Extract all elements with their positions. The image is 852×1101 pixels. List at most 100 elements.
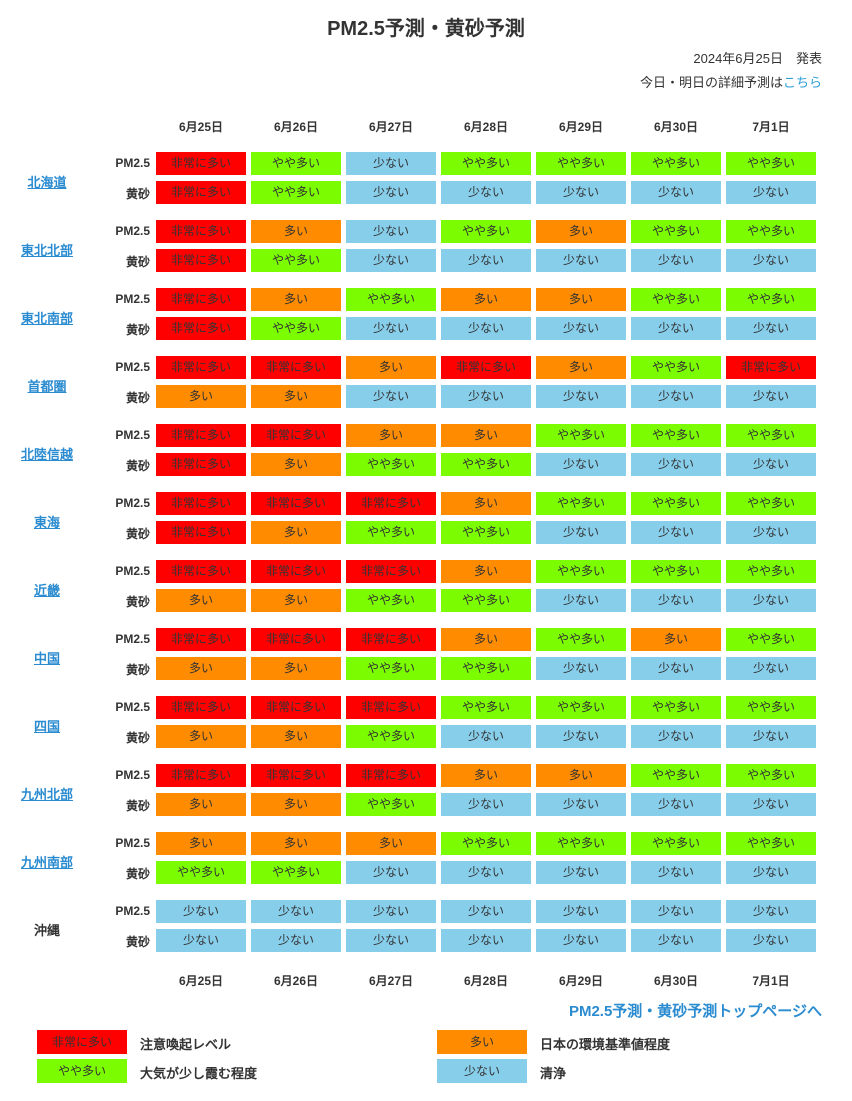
kosa-forecast-cell: 少ない [726, 793, 816, 816]
region-link[interactable]: 中国 [33, 651, 60, 666]
pm25-forecast-cell: 非常に多い [346, 560, 436, 583]
pm25-forecast-cell: 非常に多い [346, 628, 436, 651]
kosa-forecast-cell: 少ない [346, 929, 436, 952]
pm25-forecast-cell: やや多い [631, 832, 721, 855]
kosa-forecast-cell: 多い [156, 657, 246, 680]
kosa-row-label: 黄砂 [125, 391, 150, 405]
pm25-forecast-cell: 非常に多い [346, 492, 436, 515]
kosa-forecast-cell: 少ない [631, 385, 721, 408]
date-label: 7月1日 [752, 120, 790, 134]
pm25-row-label: PM2.5 [115, 700, 150, 714]
pm25-forecast-cell: やや多い [346, 288, 436, 311]
pm25-forecast-cell: 多い [346, 832, 436, 855]
kosa-forecast-cell: 少ない [631, 181, 721, 204]
kosa-forecast-cell: 多い [156, 385, 246, 408]
kosa-forecast-cell: 少ない [536, 793, 626, 816]
kosa-forecast-cell: 少ない [441, 317, 531, 340]
kosa-forecast-cell: 少ない [346, 249, 436, 272]
pm25-forecast-cell: 少ない [536, 900, 626, 923]
kosa-forecast-cell: 多い [251, 521, 341, 544]
kosa-forecast-cell: 少ない [441, 385, 531, 408]
kosa-forecast-cell: 少ない [631, 861, 721, 884]
detail-link[interactable]: こちら [782, 75, 822, 90]
pm25-forecast-cell: やや多い [726, 220, 816, 243]
kosa-forecast-cell: 少ない [726, 385, 816, 408]
kosa-forecast-cell: 少ない [251, 929, 341, 952]
kosa-forecast-cell: やや多い [251, 317, 341, 340]
kosa-forecast-cell: 少ない [156, 929, 246, 952]
kosa-forecast-cell: 非常に多い [156, 249, 246, 272]
kosa-forecast-cell: 少ない [536, 861, 626, 884]
kosa-forecast-cell: 多い [251, 453, 341, 476]
pm25-forecast-cell: やや多い [536, 628, 626, 651]
kosa-forecast-cell: 少ない [726, 521, 816, 544]
pm25-forecast-cell: やや多い [631, 152, 721, 175]
pm25-forecast-cell: 非常に多い [156, 628, 246, 651]
region-link[interactable]: 近畿 [33, 583, 60, 598]
kosa-forecast-cell: やや多い [441, 657, 531, 680]
kosa-forecast-cell: 少ない [631, 249, 721, 272]
kosa-forecast-cell: 少ない [631, 317, 721, 340]
pm25-row-label: PM2.5 [115, 836, 150, 850]
pm25-forecast-cell: やや多い [441, 152, 531, 175]
region-link[interactable]: 東北南部 [20, 311, 73, 326]
region-link[interactable]: 東海 [33, 515, 60, 530]
kosa-forecast-cell: 少ない [536, 929, 626, 952]
kosa-forecast-cell: やや多い [346, 453, 436, 476]
date-label: 6月29日 [558, 974, 604, 988]
kosa-forecast-cell: 少ない [631, 725, 721, 748]
page-title: PM2.5予測・黄砂予測 [327, 18, 525, 40]
kosa-forecast-cell: 少ない [441, 793, 531, 816]
kosa-forecast-cell: やや多い [251, 861, 341, 884]
kosa-forecast-cell: 多い [156, 793, 246, 816]
region-link[interactable]: 九州北部 [20, 787, 73, 802]
date-label: 6月25日 [178, 974, 224, 988]
region-label: 沖縄 [33, 923, 60, 938]
pm25-forecast-cell: 多い [441, 764, 531, 787]
kosa-forecast-cell: 非常に多い [156, 521, 246, 544]
kosa-forecast-cell: やや多い [346, 521, 436, 544]
pm25-forecast-cell: 非常に多い [251, 356, 341, 379]
kosa-forecast-cell: 少ない [346, 181, 436, 204]
region-link[interactable]: 九州南部 [20, 855, 73, 870]
legend-description: 日本の環境基準値程度 [540, 1037, 671, 1052]
kosa-forecast-cell: 少ない [726, 181, 816, 204]
region-link[interactable]: 北陸信越 [20, 447, 73, 462]
pm25-forecast-cell: やや多い [726, 288, 816, 311]
pm25-forecast-cell: 少ない [346, 900, 436, 923]
legend-swatch: やや多い [37, 1059, 127, 1083]
detail-line: 今日・明日の詳細予測はこちら [640, 72, 822, 91]
region-link[interactable]: 四国 [33, 719, 60, 734]
kosa-forecast-cell: 少ない [536, 453, 626, 476]
kosa-forecast-cell: 非常に多い [156, 453, 246, 476]
top-page-link[interactable]: PM2.5予測・黄砂予測トップページへ [568, 1003, 822, 1020]
pm25-forecast-cell: 少ない [631, 900, 721, 923]
kosa-forecast-cell: 多い [156, 725, 246, 748]
date-label: 6月28日 [463, 120, 509, 134]
kosa-forecast-cell: 少ない [441, 181, 531, 204]
kosa-row-label: 黄砂 [125, 459, 150, 473]
pm25-forecast-cell: やや多い [441, 696, 531, 719]
region-link[interactable]: 首都圏 [27, 379, 67, 394]
pm25-forecast-cell: やや多い [631, 424, 721, 447]
date-label: 6月29日 [558, 120, 604, 134]
pm25-forecast-cell: やや多い [631, 356, 721, 379]
region-link[interactable]: 北海道 [27, 175, 67, 190]
pm25-forecast-cell: 非常に多い [156, 288, 246, 311]
kosa-forecast-cell: 少ない [536, 725, 626, 748]
region-link[interactable]: 東北北部 [20, 243, 73, 258]
kosa-forecast-cell: やや多い [441, 453, 531, 476]
pm25-forecast-cell: 非常に多い [156, 356, 246, 379]
date-label: 6月26日 [273, 974, 319, 988]
kosa-forecast-cell: 少ない [631, 453, 721, 476]
pm25-forecast-cell: 少ない [726, 900, 816, 923]
kosa-row-label: 黄砂 [125, 935, 150, 949]
pm25-row-label: PM2.5 [115, 632, 150, 646]
pm25-row-label: PM2.5 [115, 904, 150, 918]
kosa-forecast-cell: 多い [251, 657, 341, 680]
pm25-forecast-cell: 非常に多い [251, 764, 341, 787]
date-label: 7月1日 [752, 974, 790, 988]
pm25-forecast-cell: 多い [536, 288, 626, 311]
pm25-forecast-cell: やや多い [726, 492, 816, 515]
pm25-forecast-cell: 多い [251, 220, 341, 243]
